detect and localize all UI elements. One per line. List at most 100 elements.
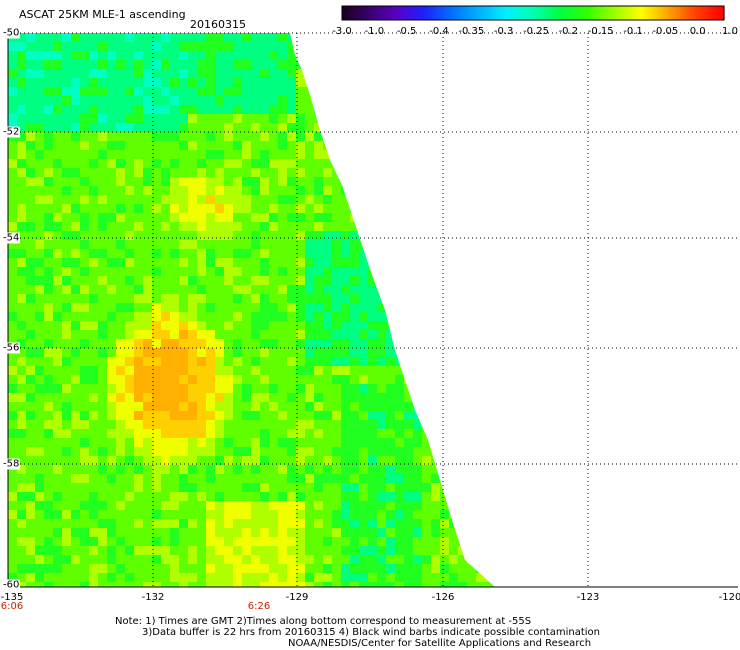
mle-pixel [197, 465, 207, 475]
mle-pixel [305, 357, 315, 367]
mle-pixel [98, 555, 108, 565]
mle-pixel [134, 222, 144, 232]
mle-pixel [206, 375, 216, 385]
mle-pixel [197, 555, 207, 565]
mle-pixel [377, 537, 387, 547]
mle-pixel [323, 528, 333, 538]
mle-pixel [8, 42, 18, 52]
mle-pixel [359, 573, 369, 583]
mle-pixel [98, 312, 108, 322]
mle-pixel [251, 96, 261, 106]
mle-pixel [26, 105, 36, 115]
colorbar-segment [722, 6, 725, 20]
mle-pixel [422, 132, 432, 142]
mle-pixel [44, 465, 54, 475]
mle-pixel [485, 132, 495, 142]
mle-pixel [215, 474, 225, 484]
mle-pixel [125, 168, 135, 178]
mle-pixel [17, 195, 27, 205]
colorbar-segment [546, 6, 549, 20]
mle-pixel [404, 393, 414, 403]
colorbar-segment [412, 6, 416, 20]
mle-pixel [278, 258, 288, 268]
mle-pixel [179, 96, 189, 106]
mle-pixel [107, 357, 117, 367]
mle-pixel [62, 267, 72, 277]
mle-pixel [197, 96, 207, 106]
mle-pixel [98, 303, 108, 313]
mle-pixel [125, 231, 135, 241]
mle-pixel [62, 375, 72, 385]
colorbar-segment [651, 6, 654, 20]
mle-pixel [233, 303, 243, 313]
mle-pixel [242, 510, 252, 520]
mle-pixel [44, 312, 54, 322]
mle-pixel [17, 438, 27, 448]
mle-pixel [242, 528, 252, 538]
mle-pixel [89, 267, 99, 277]
mle-pixel [242, 564, 252, 574]
mle-pixel [431, 204, 441, 214]
mle-pixel [386, 330, 396, 340]
mle-pixel [296, 357, 306, 367]
mle-pixel [413, 294, 423, 304]
mle-pixel [233, 240, 243, 250]
mle-pixel [413, 483, 423, 493]
mle-pixel [80, 168, 90, 178]
mle-pixel [350, 492, 360, 502]
mle-pixel [53, 285, 63, 295]
mle-pixel [116, 366, 126, 376]
mle-pixel [179, 420, 189, 430]
mle-pixel [377, 258, 387, 268]
mle-pixel [323, 213, 333, 223]
mle-pixel [170, 384, 180, 394]
mle-pixel [188, 249, 198, 259]
mle-pixel [260, 51, 270, 61]
mle-pixel [17, 402, 27, 412]
mle-pixel [467, 384, 477, 394]
mle-pixel [314, 483, 324, 493]
mle-pixel [62, 231, 72, 241]
mle-pixel [62, 411, 72, 421]
mle-pixel [287, 96, 297, 106]
mle-pixel [269, 249, 279, 259]
mle-pixel [116, 222, 126, 232]
mle-pixel [17, 60, 27, 70]
mle-pixel [233, 501, 243, 511]
mle-pixel [341, 105, 351, 115]
colorbar-tick-label: -0.35 [458, 26, 485, 37]
mle-pixel [359, 141, 369, 151]
mle-pixel [44, 402, 54, 412]
mle-pixel [476, 537, 486, 547]
mle-pixel [368, 78, 378, 88]
mle-pixel [404, 60, 414, 70]
mle-pixel [62, 33, 72, 43]
mle-pixel [359, 42, 369, 52]
mle-pixel [350, 195, 360, 205]
mle-pixel [71, 348, 81, 358]
mle-pixel [233, 438, 243, 448]
mle-pixel [17, 168, 27, 178]
mle-pixel [152, 330, 162, 340]
mle-pixel [89, 429, 99, 439]
mle-pixel [440, 249, 450, 259]
mle-pixel [107, 447, 117, 457]
mle-pixel [233, 348, 243, 358]
mle-pixel [359, 582, 369, 587]
mle-pixel [152, 132, 162, 142]
mle-pixel [422, 447, 432, 457]
mle-pixel [368, 357, 378, 367]
mle-pixel [197, 393, 207, 403]
mle-pixel [368, 186, 378, 196]
mle-pixel [89, 42, 99, 52]
mle-pixel [413, 87, 423, 97]
mle-pixel [161, 33, 171, 43]
mle-pixel [332, 339, 342, 349]
mle-pixel [44, 69, 54, 79]
mle-pixel [26, 33, 36, 43]
mle-pixel [332, 141, 342, 151]
mle-pixel [440, 519, 450, 529]
mle-pixel [242, 87, 252, 97]
mle-pixel [71, 96, 81, 106]
mle-pixel [197, 60, 207, 70]
